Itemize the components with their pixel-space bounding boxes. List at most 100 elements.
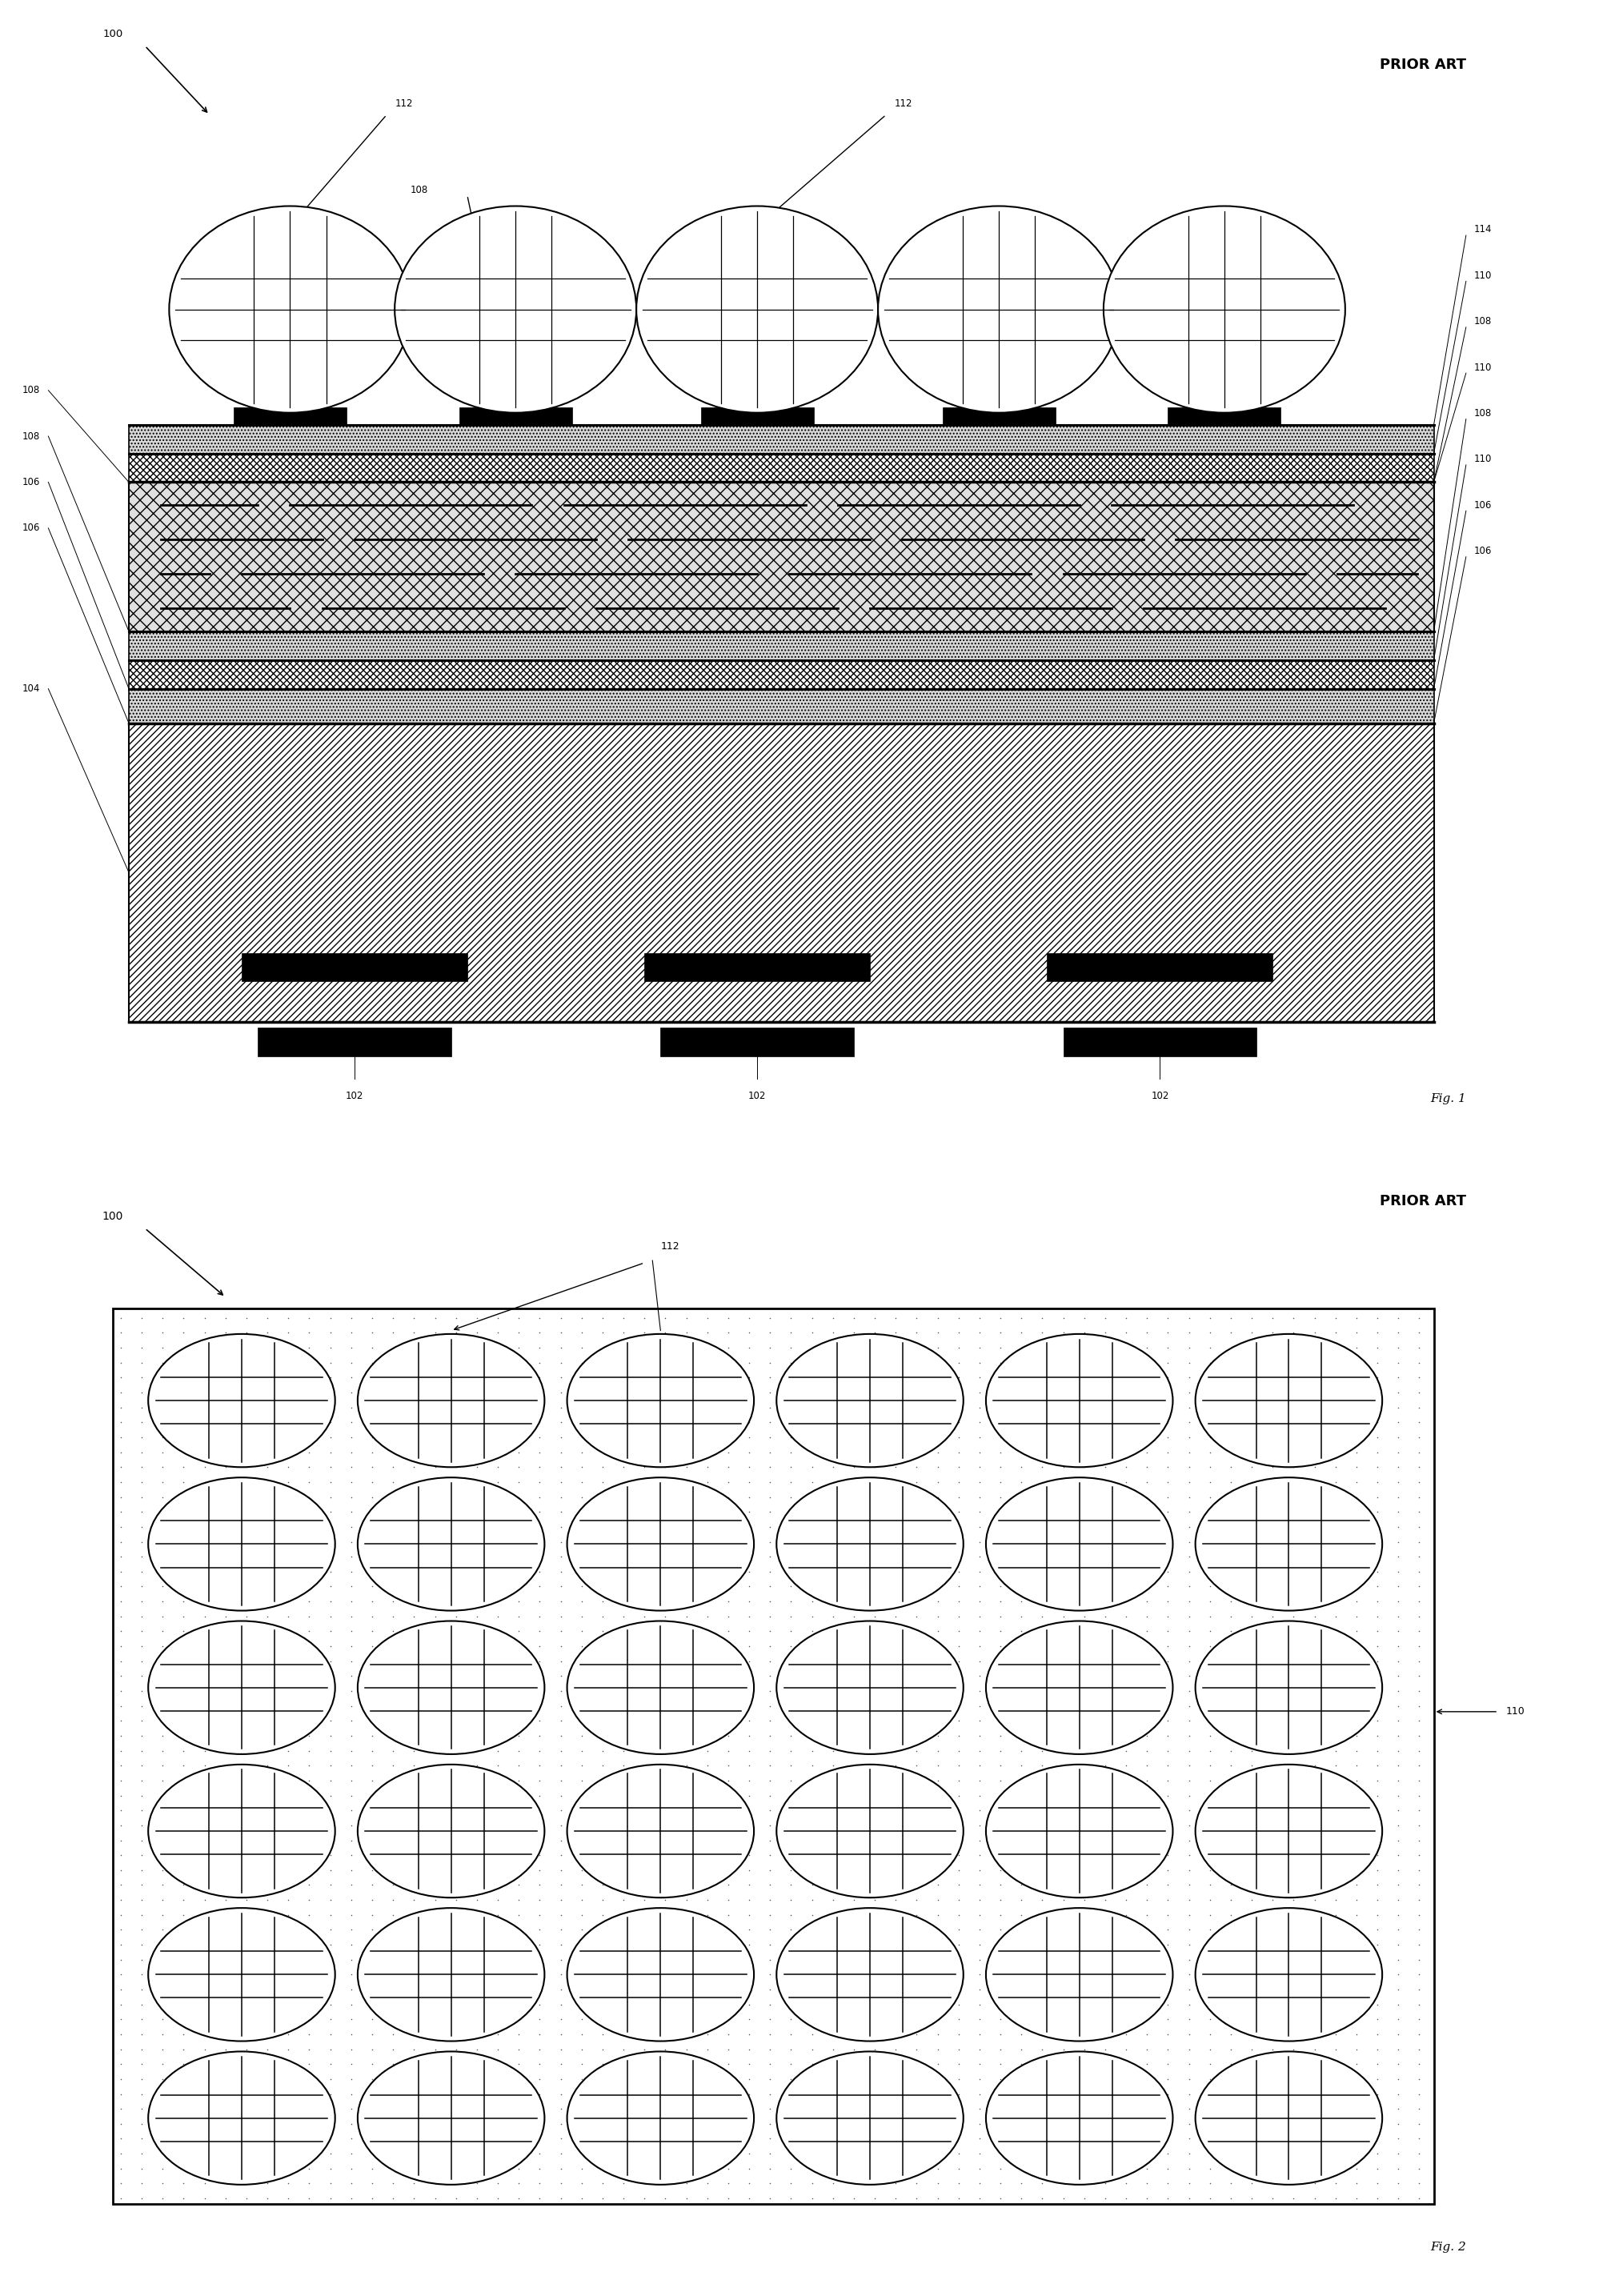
Point (569, 1598, 594, 1635)
Point (590, 1867, 615, 1903)
Point (736, 1329, 762, 1366)
Point (988, 2122, 1013, 2158)
Point (296, 1389, 322, 1426)
Point (422, 2105, 448, 2142)
Point (569, 1896, 594, 1933)
Point (401, 2076, 427, 2112)
Point (736, 1880, 762, 1917)
Point (862, 2105, 888, 2142)
Point (1113, 1389, 1139, 1426)
Circle shape (148, 1621, 335, 1754)
Point (1406, 1658, 1432, 1694)
Point (380, 1956, 406, 1993)
Point (1260, 1433, 1286, 1469)
Point (1008, 1821, 1034, 1857)
Point (611, 1717, 636, 1754)
Point (778, 1598, 804, 1635)
Point (1050, 1343, 1076, 1380)
Point (715, 1642, 741, 1678)
Point (464, 1701, 490, 1738)
Point (296, 2165, 322, 2202)
Point (988, 1731, 1013, 1768)
Point (1302, 2046, 1327, 2082)
Point (1197, 1867, 1223, 1903)
Point (736, 1582, 762, 1619)
Point (506, 2181, 532, 2218)
Point (925, 1851, 950, 1887)
Point (1113, 1717, 1139, 1754)
Point (1218, 1598, 1244, 1635)
Point (1365, 1777, 1390, 1814)
Point (904, 1538, 930, 1575)
Point (1302, 1508, 1327, 1545)
Point (757, 1837, 783, 1874)
Point (1260, 1956, 1286, 1993)
Point (1050, 2076, 1076, 2112)
Point (632, 1612, 657, 1649)
Point (1323, 1313, 1348, 1350)
Point (485, 2030, 511, 2066)
Point (255, 2062, 280, 2099)
Point (1218, 2105, 1244, 2142)
Circle shape (777, 1334, 963, 1467)
Point (1071, 1373, 1097, 1410)
Point (108, 2122, 134, 2158)
Point (338, 2076, 364, 2112)
Point (1281, 1582, 1307, 1619)
Point (1239, 1568, 1265, 1605)
Point (1344, 1658, 1369, 1694)
Point (192, 1522, 217, 1559)
Point (799, 1389, 825, 1426)
Point (1050, 2046, 1076, 2082)
Point (841, 2165, 867, 2202)
Point (1365, 1688, 1390, 1724)
Point (1218, 1403, 1244, 1440)
Point (213, 1940, 238, 1977)
Point (255, 1986, 280, 2023)
Point (1050, 1568, 1076, 1605)
Point (652, 2135, 678, 2172)
Point (129, 1896, 155, 1933)
Point (1239, 1628, 1265, 1665)
Point (150, 2181, 176, 2218)
Point (464, 1970, 490, 2007)
Point (1092, 1642, 1118, 1678)
Point (715, 1747, 741, 1784)
Point (317, 2122, 343, 2158)
Point (464, 1329, 490, 1366)
Point (694, 1940, 720, 1977)
Point (1092, 1880, 1118, 1917)
Point (611, 1359, 636, 1396)
Point (1155, 1807, 1181, 1844)
Point (1134, 1747, 1160, 1784)
Point (904, 1986, 930, 2023)
Point (527, 1463, 553, 1499)
Point (255, 1956, 280, 1993)
Point (883, 2149, 909, 2186)
Point (1323, 1821, 1348, 1857)
Point (171, 1940, 197, 1977)
Point (1365, 2000, 1390, 2039)
Circle shape (986, 1763, 1173, 1896)
Point (883, 1433, 909, 1469)
Point (1385, 1671, 1411, 1708)
Point (234, 1926, 259, 1963)
Point (527, 1433, 553, 1469)
Point (296, 1433, 322, 1469)
Point (569, 1433, 594, 1469)
Point (841, 1642, 867, 1678)
Point (590, 1658, 615, 1694)
Point (925, 1658, 950, 1694)
Point (590, 1389, 615, 1426)
Point (234, 1970, 259, 2007)
Point (401, 1717, 427, 1754)
Point (317, 1313, 343, 1350)
Point (1406, 1837, 1432, 1874)
Point (443, 2149, 469, 2186)
Point (988, 1880, 1013, 1917)
Point (820, 1582, 846, 1619)
Point (673, 1598, 699, 1635)
Point (338, 1761, 364, 1798)
Point (1134, 1671, 1160, 1708)
Point (150, 1956, 176, 1993)
